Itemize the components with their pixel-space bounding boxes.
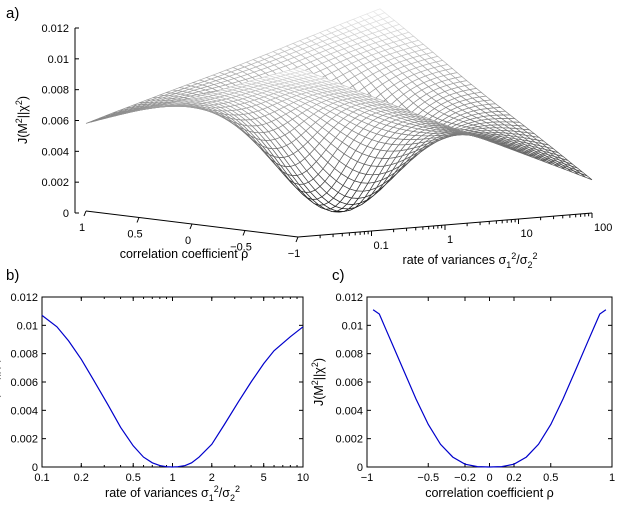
z-tick-label: 0	[63, 208, 69, 220]
rho-tick-mark	[83, 210, 87, 217]
rho-tick-mark	[242, 230, 246, 236]
panel-c-label: c)	[332, 267, 345, 284]
ratio-tick-label: 1	[447, 234, 453, 246]
y-tick-label: 0.01	[342, 320, 363, 332]
y-axis-label: J(M2||χ2)	[310, 358, 326, 406]
panel-b-line-plot: 0 0.002 0.004 0.006 0.008 0.01 0.012 0.1 0.2 0.5 1…	[0, 292, 309, 503]
rho-tick-label: −1	[288, 248, 301, 260]
y-tick-label: 0.008	[335, 349, 363, 361]
x-tick-label: −1	[361, 472, 374, 484]
x-tick-label: 1	[609, 472, 615, 484]
y-tick-label: 0.012	[10, 292, 38, 304]
y-axis-label: J(M2||χ2)	[0, 358, 1, 406]
rho-axis-label: correlation coefficient ρ	[120, 247, 249, 261]
x-tick-label: 0.2	[74, 472, 89, 484]
rho-tick-label: 1	[79, 222, 85, 234]
z-axis-label: J(M2||χ2)	[14, 96, 30, 144]
z-tick-label: 0.004	[41, 146, 69, 158]
x-axis-label: rate of variances σ12/σ22	[105, 484, 240, 503]
ratio-tick-label: 0.1	[374, 240, 389, 252]
x-tick-label: 10	[297, 472, 309, 484]
y-tick-label: 0.006	[335, 377, 363, 389]
x-tick-label: 0.1	[34, 472, 49, 484]
y-tick-label: 0.004	[10, 405, 38, 417]
z-tick-label: 0.012	[41, 23, 69, 35]
x-axis-label: correlation coefficient ρ	[425, 486, 554, 500]
x-tick-label: −0.5	[417, 472, 439, 484]
y-tick-label: 0.01	[17, 320, 38, 332]
rho-tick-mark	[295, 236, 299, 243]
x-tick-label: 0.5	[126, 472, 141, 484]
wireframe-surface	[85, 8, 593, 213]
rho-tick-label: −0.5	[230, 242, 252, 254]
z-tick-label: 0.002	[41, 177, 69, 189]
y-tick-label: 0.004	[335, 405, 363, 417]
x-tick-label: 2	[209, 472, 215, 484]
plot-frame	[41, 296, 304, 468]
z-tick-label: 0.008	[41, 85, 69, 97]
x-tick-label: 1	[169, 472, 175, 484]
y-tick-label: 0.002	[10, 434, 38, 446]
z-tick-label: 0.01	[48, 54, 69, 66]
series-line	[372, 309, 607, 468]
x-tick-label: 0.5	[543, 472, 558, 484]
panel-a-surface-plot: 0 0.002 0.004 0.006 0.008 0.01 0.012 1 0.5 0 −0.5 −…	[14, 8, 612, 270]
x-tick-label: −0.2	[454, 472, 476, 484]
ratio-tick-label: 10	[521, 228, 533, 240]
panel-c-line-plot: 0 0.002 0.004 0.006 0.008 0.01 0.012 −1 −0.5 −0.2…	[310, 292, 615, 500]
x-tick-label: 5	[261, 472, 267, 484]
y-tick-label: 0.006	[10, 377, 38, 389]
x-tick-label: 0	[486, 472, 492, 484]
y-tick-label: 0	[32, 462, 38, 474]
rho-tick-mark	[189, 223, 193, 230]
y-tick-label: 0	[357, 462, 363, 474]
panel-b-label: b)	[6, 267, 19, 284]
surface-cell	[292, 67, 306, 72]
x-tick-label: 0.2	[506, 472, 521, 484]
rho-tick-label: 0	[185, 235, 191, 247]
rho-tick-mark	[136, 217, 140, 223]
plot-frame	[366, 296, 613, 468]
y-tick-label: 0.008	[10, 349, 38, 361]
panel-a-label: a)	[6, 5, 19, 22]
y-tick-label: 0.002	[335, 434, 363, 446]
ratio-axis-label: rate of variances σ12/σ22	[403, 251, 538, 270]
ratio-tick-label: 100	[594, 222, 612, 234]
y-tick-label: 0.012	[335, 292, 363, 304]
series-line	[41, 314, 304, 468]
rho-tick-label: 0.5	[127, 229, 142, 241]
z-tick-label: 0.006	[41, 116, 69, 128]
